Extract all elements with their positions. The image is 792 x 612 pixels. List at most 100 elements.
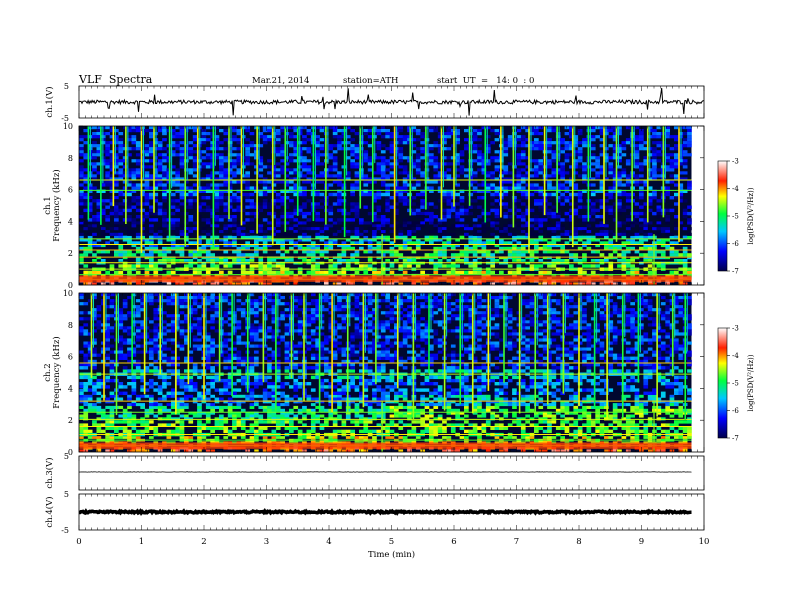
spectro-cell [271, 129, 277, 133]
spectro-cell [105, 436, 110, 439]
spectro-cell [109, 186, 115, 190]
spectro-cell [249, 423, 255, 427]
spectro-cell [188, 199, 194, 203]
spectro-cell [284, 180, 290, 184]
spectro-cell [437, 426, 443, 430]
spectro-cell [687, 426, 692, 430]
spectro-cell [249, 153, 255, 157]
spectro-cell [92, 423, 97, 427]
spectro-cell [665, 282, 670, 286]
spectro-cell [459, 218, 465, 222]
spectro-cell [262, 177, 268, 181]
spectro-cell [170, 449, 176, 453]
spectro-cell [175, 232, 180, 236]
spectro-cell [376, 129, 382, 133]
spectro-cell [127, 264, 132, 268]
spectro-cell [437, 132, 443, 136]
spectro-cell [477, 238, 482, 242]
spectro-cell [582, 244, 587, 248]
spectro-cell [538, 144, 544, 148]
spectro-cell [341, 429, 347, 434]
spectro-cell [555, 250, 561, 254]
spectro-cell [582, 227, 587, 231]
spectro-cell [582, 259, 587, 262]
spectro-cell [328, 270, 334, 275]
spectro-cell [512, 183, 517, 187]
spectro-cell [411, 126, 417, 130]
spectro-cell [127, 202, 132, 206]
spectro-cell [275, 147, 281, 151]
spectro-cell [162, 186, 167, 190]
spectro-cell [306, 150, 312, 154]
spectro-cell [534, 232, 539, 236]
spectro-cell [415, 227, 421, 231]
spectro-cell [398, 224, 404, 228]
spectro-cell [424, 138, 430, 142]
spectro-cell [105, 153, 110, 157]
spectro-cell [464, 174, 469, 178]
spectro-cell [674, 253, 679, 257]
spectro-cell [477, 250, 482, 254]
spectro-cell [249, 235, 255, 239]
spectro-cell [551, 156, 557, 160]
spectro-cell [433, 227, 439, 231]
spectro-cell [468, 235, 474, 239]
spectro-cell [179, 165, 185, 169]
spectro-cell [271, 232, 277, 236]
spectro-cell [424, 205, 430, 209]
spectro-cell [100, 189, 106, 193]
spectro-cell [293, 211, 299, 216]
spectro-cell [153, 196, 159, 200]
spectro-cell [538, 230, 544, 234]
spectro-cell [499, 423, 504, 427]
spectro-cell [678, 224, 684, 228]
spectro-cell [424, 168, 430, 172]
spectro-cell [433, 224, 439, 228]
spectro-cell [359, 227, 364, 231]
spectro-cell [289, 202, 294, 206]
spectro-cell [245, 153, 250, 157]
spectro-cell [385, 250, 390, 254]
spectro-cell [219, 174, 224, 178]
spectro-cell [293, 159, 299, 163]
spectro-cell [459, 205, 465, 209]
spectro-cell [612, 235, 618, 239]
spectro-cell [402, 264, 408, 268]
spectro-cell [175, 449, 180, 453]
spectro-cell [577, 141, 583, 145]
spectro-cell [372, 238, 377, 242]
spectro-cell [402, 221, 408, 225]
spectro-cell [433, 256, 439, 260]
spectro-cell [354, 153, 360, 157]
spectro-cell [525, 126, 530, 130]
spectro-cell [682, 436, 688, 439]
spectro-cell [507, 246, 513, 251]
spectro-cell [420, 199, 425, 203]
spectro-cell [114, 241, 119, 245]
spectro-cell [179, 177, 185, 181]
spectro-cell [214, 224, 220, 228]
spectro-cell [608, 144, 614, 148]
spectro-cell [188, 147, 194, 151]
spectro-cell [534, 144, 539, 148]
spectro-cell [577, 246, 583, 251]
spectro-cell [275, 227, 281, 231]
spectro-cell [407, 449, 412, 453]
spectro-cell [617, 150, 622, 154]
spectro-cell [245, 429, 250, 434]
spectro-cell [315, 202, 320, 206]
spectro-cell [105, 232, 110, 236]
spectro-cell [236, 230, 242, 234]
spectro-cell [223, 238, 229, 242]
spectro-cell [437, 221, 443, 225]
spectro-cell [608, 135, 614, 139]
spectro-cell [328, 126, 334, 130]
spectro-cell [227, 189, 233, 193]
spectro-cell [380, 420, 386, 424]
spectro-cell [289, 429, 294, 434]
spectro-cell [665, 156, 670, 160]
spectro-cell [617, 165, 622, 169]
spectro-cell [271, 436, 277, 439]
spectro-cell [503, 150, 509, 154]
spectro-cell [590, 189, 596, 193]
